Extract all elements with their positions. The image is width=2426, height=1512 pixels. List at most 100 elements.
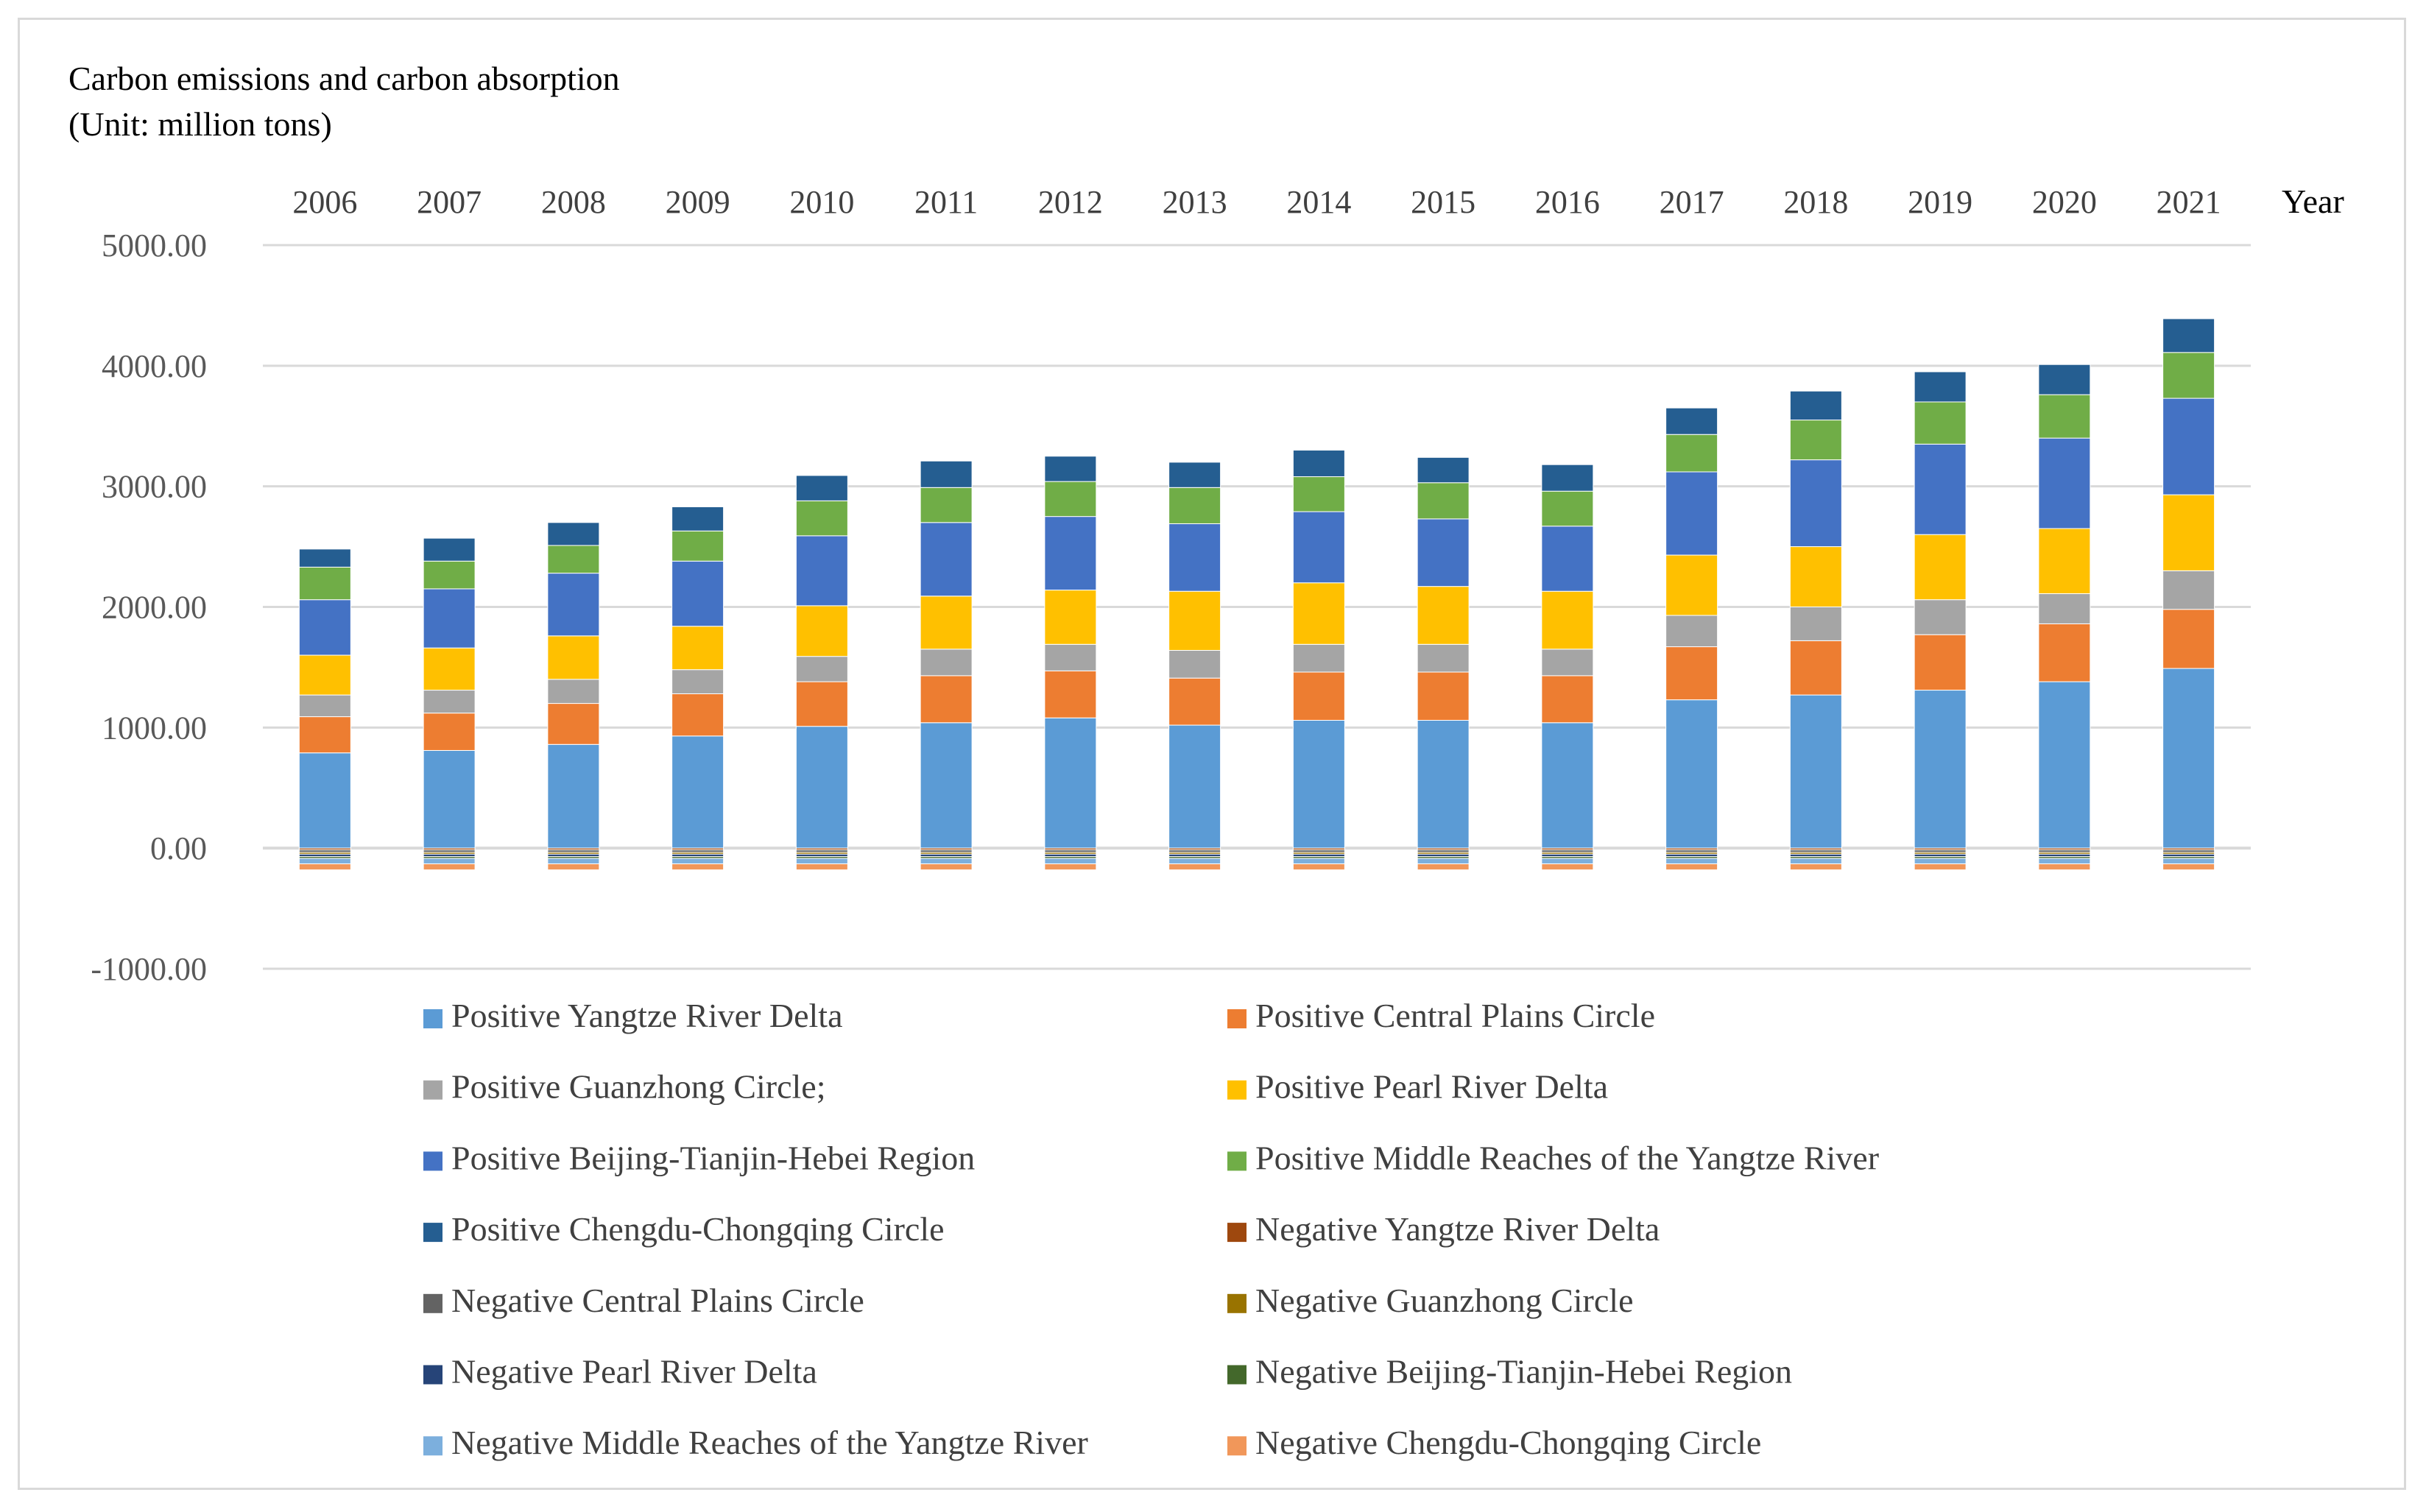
legend-label: Negative Pearl River Delta	[451, 1353, 817, 1391]
bar-segment	[920, 522, 973, 597]
bar-segment	[1665, 554, 1718, 616]
bar-segment	[795, 605, 848, 657]
bar-segment	[2162, 858, 2215, 864]
x-tick-label: 2019	[1908, 184, 1972, 220]
bar-segment	[2162, 494, 2215, 571]
bar-segment	[671, 858, 724, 864]
bar-segment	[1914, 690, 1967, 849]
bar-segment	[2038, 364, 2091, 395]
bar-segment	[795, 863, 848, 871]
bar-segment	[1417, 456, 1470, 484]
bar-segment	[1789, 390, 1842, 421]
bar-segment	[298, 752, 351, 849]
bar-segment	[1914, 443, 1967, 535]
legend-swatch	[423, 1365, 442, 1385]
legend-label: Positive Guanzhong Circle;	[451, 1068, 825, 1106]
y-tick-label: 0.00	[150, 830, 207, 866]
bar-segment	[1789, 459, 1842, 548]
bar-segment	[298, 548, 351, 568]
bar-segment	[1168, 858, 1221, 864]
axis-ticks: 5000.00 4000.00 3000.00 2000.00 1000.00 0.00 -…	[91, 184, 2221, 987]
bar-segment	[1665, 863, 1718, 871]
bar-segment	[2162, 398, 2215, 495]
x-tick-label: 2017	[1660, 184, 1724, 220]
legend-label: Positive Chengdu-Chongqing Circle	[451, 1210, 945, 1248]
legend-swatch	[1227, 1151, 1247, 1171]
legend-label: Negative Yangtze River Delta	[1255, 1210, 1660, 1248]
bar-segment	[671, 560, 724, 627]
x-tick-label: 2012	[1038, 184, 1103, 220]
x-tick-label: 2014	[1286, 184, 1351, 220]
bar-segment	[2038, 528, 2091, 594]
bar-segment	[1665, 615, 1718, 648]
bar-segment	[423, 690, 476, 714]
bar-segment	[920, 649, 973, 676]
legend-swatch	[1227, 1293, 1247, 1313]
legend-swatch	[1227, 1080, 1247, 1100]
legend-label: Positive Pearl River Delta	[1255, 1068, 1608, 1106]
bar-segment	[1417, 518, 1470, 587]
x-tick-label: 2011	[914, 184, 978, 220]
bar-segment	[671, 735, 724, 849]
y-tick-label: 3000.00	[102, 469, 207, 505]
bar-segment	[1292, 720, 1345, 849]
bar-segment	[1168, 590, 1221, 651]
bar-segment	[1789, 607, 1842, 641]
bar-segment	[671, 626, 724, 671]
bar-segment	[1292, 858, 1345, 864]
legend-swatch	[1227, 1009, 1247, 1028]
bar-segment	[1541, 649, 1594, 676]
bar-segment	[1789, 694, 1842, 849]
legend-swatch	[1227, 1365, 1247, 1385]
bar-segment	[1044, 670, 1097, 718]
bar-segment	[423, 858, 476, 864]
bar-segment	[2038, 394, 2091, 439]
bar-segment	[920, 596, 973, 650]
bar-segment	[1789, 863, 1842, 871]
bar-segment	[920, 675, 973, 724]
bar-segment	[1914, 863, 1967, 871]
bar-segment	[1541, 526, 1594, 592]
bar-segment	[920, 863, 973, 871]
legend-swatch	[423, 1293, 442, 1313]
legend-label: Positive Beijing-Tianjin-Hebei Region	[451, 1139, 975, 1176]
bar-segment	[795, 500, 848, 537]
bar-segment	[795, 535, 848, 607]
bar-segment	[1168, 462, 1221, 488]
bar-segment	[920, 858, 973, 864]
bar-segment	[1417, 586, 1470, 645]
bar-segment	[423, 647, 476, 691]
bar-segment	[423, 863, 476, 871]
x-tick-label: 2009	[666, 184, 730, 220]
legend-swatch	[1227, 1436, 1247, 1456]
bar-segment	[1541, 675, 1594, 724]
x-tick-label: 2010	[789, 184, 854, 220]
bar-segment	[1168, 677, 1221, 726]
bar-segment	[2038, 681, 2091, 849]
x-axis-title: Year	[2282, 183, 2344, 220]
y-tick-label: 2000.00	[102, 590, 207, 626]
bar-segment	[920, 460, 973, 488]
legend-swatch	[1227, 1223, 1247, 1243]
bar-segment	[1541, 590, 1594, 650]
bar-segment	[547, 858, 600, 864]
legend-label: Negative Guanzhong Circle	[1255, 1282, 1633, 1319]
bar-segment	[1417, 720, 1470, 849]
x-tick-label: 2006	[292, 184, 357, 220]
bar-segment	[2162, 318, 2215, 353]
bar-segment	[2162, 863, 2215, 871]
bar-segment	[920, 487, 973, 523]
bar-segment	[1044, 516, 1097, 591]
bar-segment	[423, 588, 476, 649]
bars	[298, 318, 2215, 871]
bar-segment	[298, 599, 351, 656]
bar-segment	[1417, 643, 1470, 673]
legend-label: Positive Central Plains Circle	[1255, 997, 1655, 1034]
bar-segment	[671, 693, 724, 737]
bar-segment	[1417, 482, 1470, 520]
bar-segment	[1292, 863, 1345, 871]
bar-segment	[2038, 863, 2091, 871]
bar-segment	[547, 703, 600, 745]
bar-segment	[298, 566, 351, 601]
bar-segment	[671, 506, 724, 531]
